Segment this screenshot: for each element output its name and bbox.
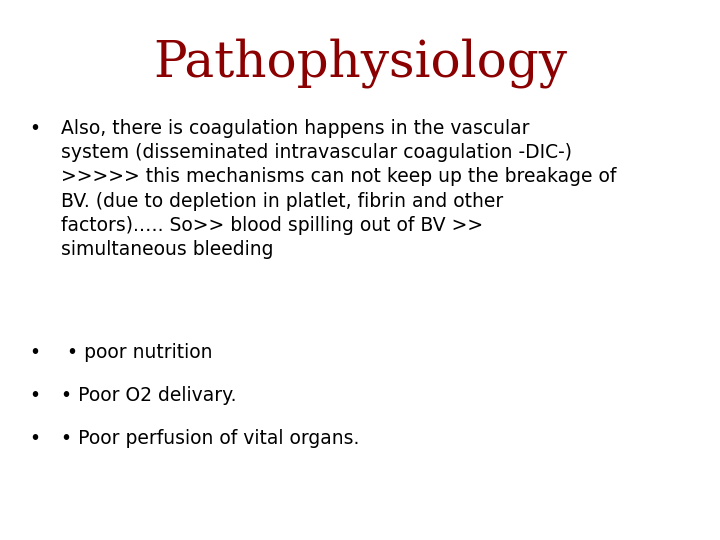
Text: •: • bbox=[29, 119, 40, 138]
Text: Pathophysiology: Pathophysiology bbox=[153, 38, 567, 88]
Text: • poor nutrition: • poor nutrition bbox=[61, 343, 212, 362]
Text: • Poor O2 delivary.: • Poor O2 delivary. bbox=[61, 386, 237, 405]
Text: • Poor perfusion of vital organs.: • Poor perfusion of vital organs. bbox=[61, 429, 359, 448]
Text: •: • bbox=[29, 386, 40, 405]
Text: •: • bbox=[29, 343, 40, 362]
Text: Also, there is coagulation happens in the vascular
system (disseminated intravas: Also, there is coagulation happens in th… bbox=[61, 119, 616, 259]
Text: •: • bbox=[29, 429, 40, 448]
